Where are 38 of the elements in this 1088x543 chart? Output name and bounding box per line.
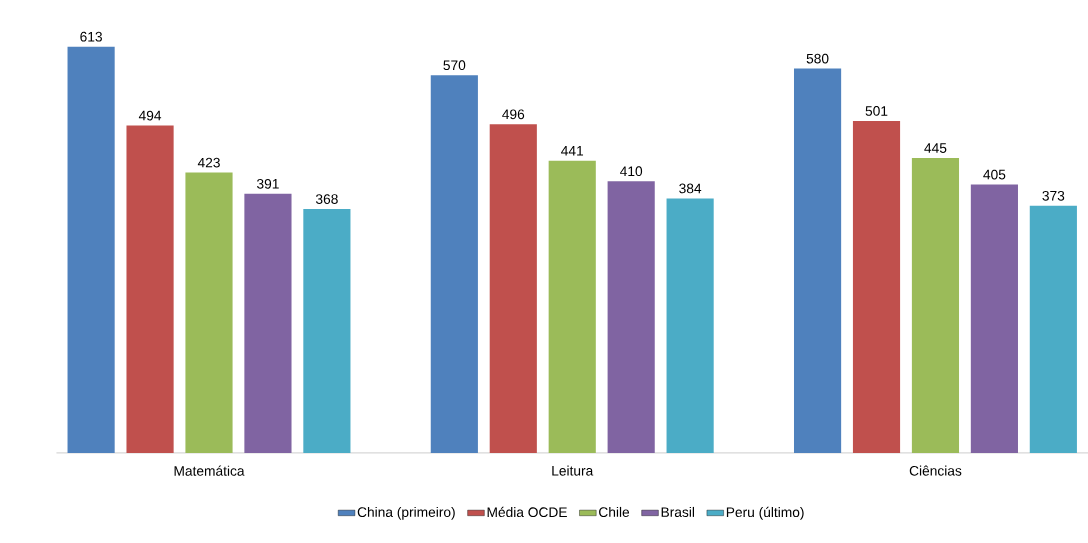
legend-label: Média OCDE xyxy=(487,506,567,517)
bar xyxy=(244,193,292,453)
data-label: 570 xyxy=(443,60,466,70)
data-label: 441 xyxy=(561,145,584,156)
bar xyxy=(430,75,478,453)
data-label: 405 xyxy=(983,169,1006,180)
bar xyxy=(852,120,901,453)
legend-label: Peru (último) xyxy=(726,506,804,520)
bar xyxy=(970,184,1018,453)
bar xyxy=(489,124,537,453)
data-label: 410 xyxy=(620,166,643,176)
legend-label: China (primeiro) xyxy=(357,506,455,520)
data-label: 501 xyxy=(865,105,888,116)
bar xyxy=(126,125,174,453)
bar xyxy=(607,181,655,453)
data-label: 580 xyxy=(806,53,829,64)
x-tick-label: Ciências xyxy=(909,465,962,476)
data-label: 494 xyxy=(138,110,162,121)
legend-label: Brasil xyxy=(661,506,694,517)
data-label: 613 xyxy=(80,31,102,42)
bar xyxy=(666,198,714,453)
data-label: 384 xyxy=(679,183,702,194)
data-label: 368 xyxy=(315,194,338,204)
x-tick-label: Matemática xyxy=(174,465,245,476)
data-label: 391 xyxy=(257,178,279,189)
bar xyxy=(303,208,351,453)
data-label: 445 xyxy=(924,143,947,153)
bar xyxy=(548,160,596,453)
bar xyxy=(1029,205,1077,453)
bar xyxy=(793,68,842,453)
bar xyxy=(67,46,115,453)
legend-label: Chile xyxy=(599,506,630,517)
x-tick-label: Leitura xyxy=(552,465,594,476)
bar xyxy=(185,172,233,453)
data-label: 373 xyxy=(1042,190,1065,201)
data-label: 496 xyxy=(502,109,525,119)
bar xyxy=(911,157,960,453)
data-label: 423 xyxy=(197,157,220,168)
